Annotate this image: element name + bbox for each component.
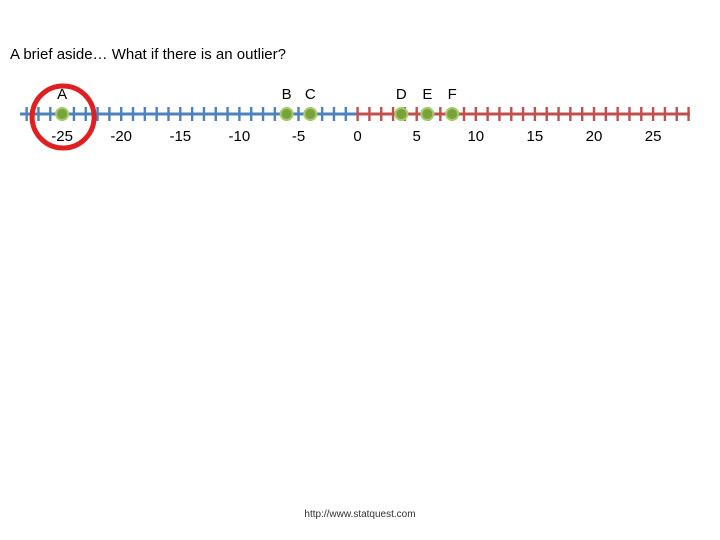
slide-title: A brief aside… What if there is an outli…: [10, 46, 286, 63]
point-label: D: [396, 86, 407, 103]
data-point: [394, 107, 409, 121]
tick-label: 15: [527, 128, 544, 145]
outlier-circle: [29, 83, 97, 151]
tick-label: -15: [169, 128, 191, 145]
data-point: [55, 107, 70, 121]
point-label: A: [57, 86, 67, 103]
point-label: F: [448, 86, 457, 103]
tick-label: -10: [229, 128, 251, 145]
tick-label: -25: [51, 128, 73, 145]
point-label: E: [422, 86, 432, 103]
tick-label: -20: [110, 128, 132, 145]
data-point: [279, 107, 294, 121]
tick-label: 10: [467, 128, 484, 145]
tick-label: -5: [292, 128, 305, 145]
data-point: [445, 107, 460, 121]
tick-label: 20: [586, 128, 603, 145]
tick-label: 25: [645, 128, 662, 145]
footer-url[interactable]: http://www.statquest.com: [304, 509, 416, 520]
tick-label: 5: [413, 128, 421, 145]
data-point: [303, 107, 318, 121]
point-label: C: [305, 86, 316, 103]
tick-label: 0: [353, 128, 361, 145]
point-label: B: [282, 86, 292, 103]
data-point: [420, 107, 435, 121]
